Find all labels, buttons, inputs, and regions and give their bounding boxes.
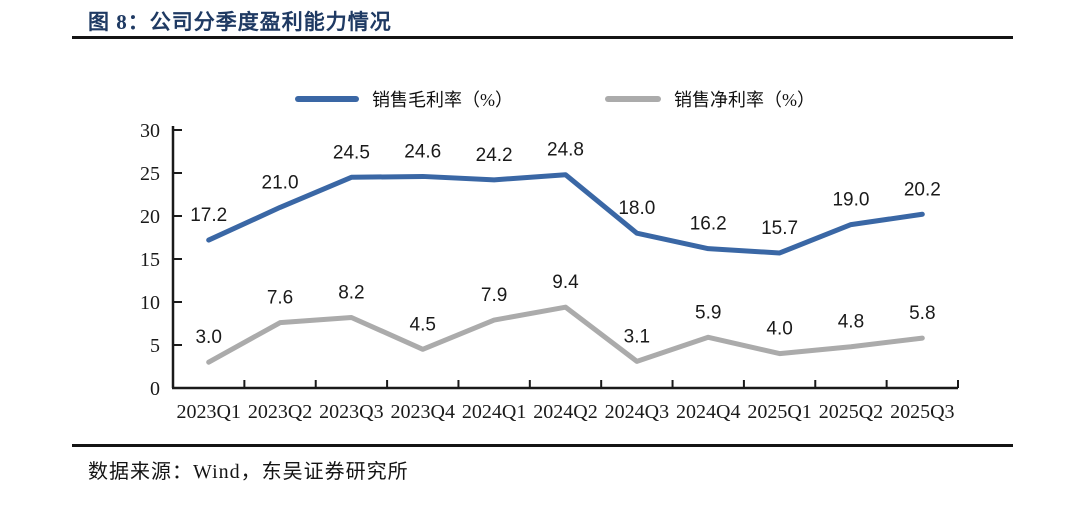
data-label: 15.7 bbox=[761, 218, 798, 239]
y-tick-label: 5 bbox=[150, 335, 160, 357]
data-source-note: 数据来源：Wind，东吴证券研究所 bbox=[88, 461, 409, 483]
legend-label-net-margin: 销售净利率（%） bbox=[674, 90, 815, 110]
data-label: 4.0 bbox=[766, 319, 792, 340]
x-category-label: 2023Q1 bbox=[176, 401, 240, 423]
data-label: 5.8 bbox=[909, 303, 935, 324]
x-category-label: 2023Q4 bbox=[391, 401, 455, 423]
x-category-label: 2025Q1 bbox=[747, 401, 811, 423]
x-category-label: 2025Q3 bbox=[890, 401, 954, 423]
y-tick-label: 15 bbox=[140, 249, 160, 271]
figure-title: 图 8：公司分季度盈利能力情况 bbox=[88, 10, 392, 34]
data-label: 5.9 bbox=[695, 302, 721, 323]
data-label: 4.8 bbox=[838, 312, 864, 333]
data-label: 19.0 bbox=[832, 190, 869, 211]
data-label: 3.1 bbox=[624, 326, 650, 347]
data-label: 20.2 bbox=[904, 179, 941, 200]
data-label: 16.2 bbox=[690, 214, 727, 235]
legend-label-gross-margin: 销售毛利率（%） bbox=[372, 90, 513, 110]
data-label: 9.4 bbox=[552, 272, 579, 293]
x-category-label: 2024Q4 bbox=[676, 401, 740, 423]
x-category-label: 2024Q2 bbox=[533, 401, 597, 423]
x-category-label: 2024Q1 bbox=[462, 401, 526, 423]
data-label: 24.8 bbox=[547, 140, 584, 161]
chart-legend: 销售毛利率（%） 销售净利率（%） bbox=[0, 86, 1080, 110]
y-tick-label: 10 bbox=[140, 292, 160, 314]
data-label: 3.0 bbox=[195, 327, 221, 348]
legend-item-gross-margin: 销售毛利率（%） bbox=[295, 86, 513, 112]
y-tick-label: 25 bbox=[140, 163, 160, 185]
data-label: 18.0 bbox=[618, 198, 655, 219]
gross-margin-line-swatch bbox=[295, 96, 359, 102]
series-line-0 bbox=[206, 172, 925, 256]
x-category-label: 2025Q2 bbox=[819, 401, 883, 423]
data-label: 4.5 bbox=[410, 314, 436, 335]
data-label: 8.2 bbox=[338, 282, 364, 303]
quarterly-margin-line-chart: 0 5 10 15 20 25 30 2023Q1 2023Q2 2023Q3 2023Q4 2024… bbox=[140, 120, 959, 423]
legend-item-net-margin: 销售净利率（%） bbox=[605, 86, 815, 112]
data-label: 24.5 bbox=[333, 142, 370, 163]
bottom-divider bbox=[72, 444, 1013, 447]
y-tick-label: 0 bbox=[150, 378, 160, 400]
x-category-label: 2023Q2 bbox=[248, 401, 312, 423]
data-label: 7.6 bbox=[267, 288, 293, 309]
series-line-1 bbox=[206, 304, 925, 365]
data-label: 24.2 bbox=[476, 145, 513, 166]
y-tick-label: 20 bbox=[140, 206, 160, 228]
x-category-label: 2023Q3 bbox=[319, 401, 383, 423]
x-category-label: 2024Q3 bbox=[605, 401, 669, 423]
data-label: 21.0 bbox=[262, 172, 299, 193]
data-label: 7.9 bbox=[481, 285, 507, 306]
data-label: 24.6 bbox=[404, 141, 441, 162]
net-margin-line-swatch bbox=[605, 96, 661, 102]
data-label: 17.2 bbox=[190, 205, 227, 226]
top-divider bbox=[72, 36, 1013, 39]
y-tick-label: 30 bbox=[140, 120, 160, 142]
